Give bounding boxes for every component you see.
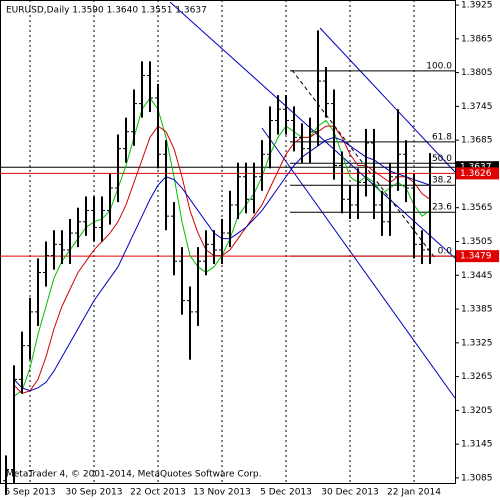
fib-label: 61.8: [432, 132, 452, 142]
x-tick-label: 22 Oct 2013: [130, 488, 186, 498]
y-tick-label: 1.3505: [461, 237, 493, 247]
y-tick-label: 1.3325: [461, 338, 493, 348]
fib-trend-line: [291, 69, 436, 259]
y-tick-label: 1.3685: [461, 136, 493, 146]
y-tick-label: 1.3265: [461, 372, 493, 382]
fib-label: 0.0: [438, 247, 453, 257]
channel-line: [169, 1, 456, 259]
y-tick-label: 1.3565: [461, 203, 493, 213]
price-label-box: [456, 167, 499, 180]
y-tick-label: 1.3445: [461, 271, 493, 281]
footer: MetaTrader 4, © 2001-2014, MetaQuotes So…: [6, 470, 262, 480]
x-tick-label: 13 Nov 2013: [193, 488, 251, 498]
y-tick-label: 1.3205: [461, 406, 493, 416]
y-tick-label: 1.3865: [461, 34, 493, 44]
price-label-box: [456, 250, 499, 263]
chart-title: EURUSD,Daily 1.3590 1.3640 1.3551 1.3637: [6, 6, 207, 16]
y-tick-label: 1.3085: [461, 473, 493, 483]
fib-label: 38.2: [432, 176, 452, 186]
price-label: 1.3626: [460, 169, 492, 179]
x-tick-label: 22 Jan 2014: [387, 488, 441, 498]
y-tick-label: 1.3145: [461, 440, 493, 450]
fib-label: 23.6: [432, 203, 452, 213]
y-tick-label: 1.3745: [461, 102, 493, 112]
fib-label: 100.0: [426, 61, 452, 71]
y-tick-label: 1.3385: [461, 305, 493, 315]
price-label: 1.3479: [460, 252, 492, 262]
channel-line: [319, 27, 456, 173]
fib-label: 50.0: [432, 154, 452, 164]
y-tick-label: 1.3925: [461, 1, 493, 11]
x-tick-label: 5 Dec 2013: [260, 488, 312, 498]
y-tick-label: 1.3805: [461, 68, 493, 78]
x-tick-label: 30 Dec 2013: [321, 488, 379, 498]
x-tick-label: 30 Sep 2013: [65, 488, 122, 498]
x-tick-label: 6 Sep 2013: [4, 488, 55, 498]
